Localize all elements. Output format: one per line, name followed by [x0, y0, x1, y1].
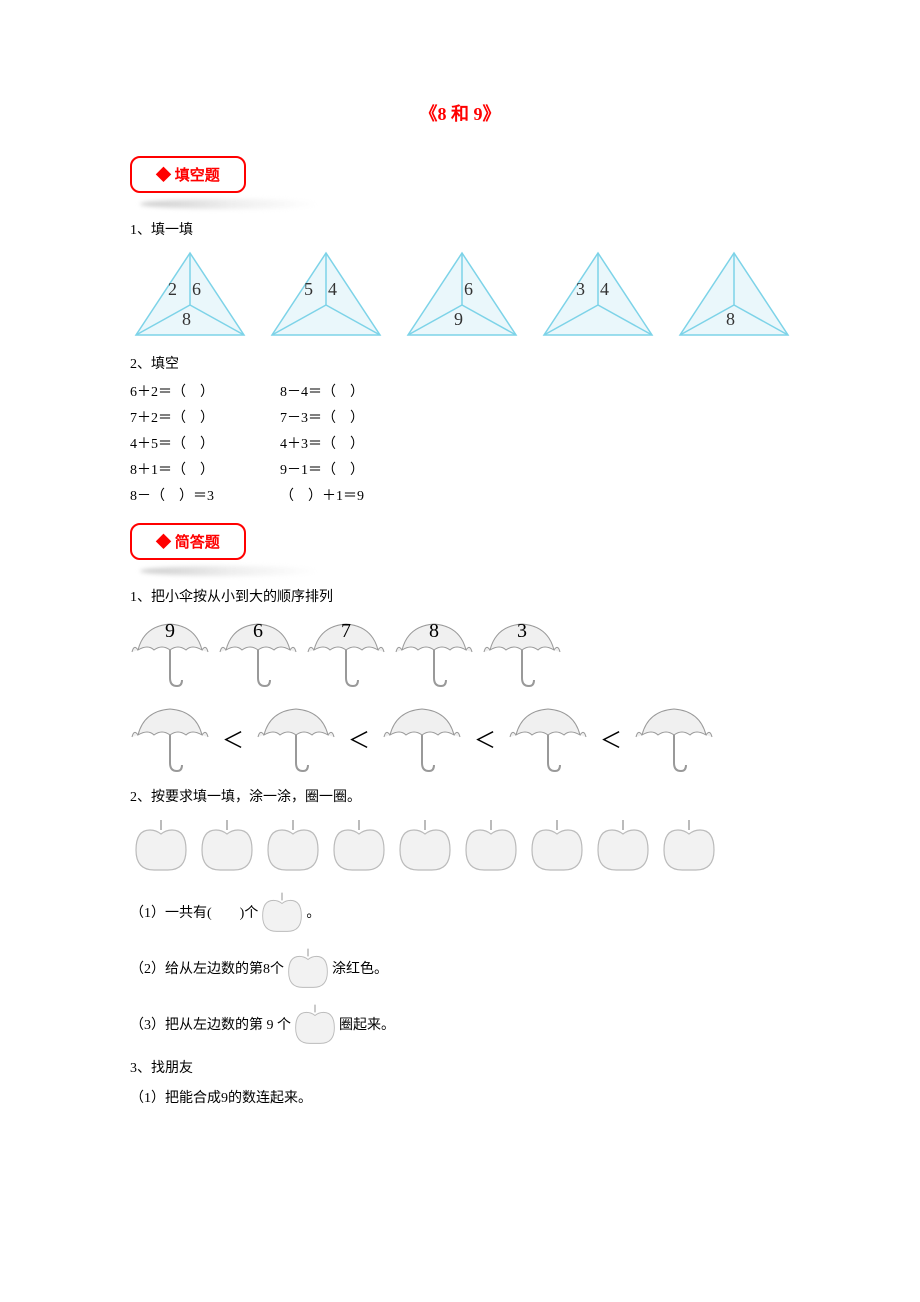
apple-item: [592, 816, 654, 879]
eq-right: 9－1＝（ ）: [280, 459, 430, 479]
section-short-header: ◆ 简答题: [130, 523, 246, 560]
tri-right: 4: [600, 279, 609, 300]
q2-label: 2、填空: [130, 353, 790, 373]
apple-item: [394, 816, 456, 879]
tri-left: 2: [168, 279, 177, 300]
section-fill-wrap: ◆ 填空题: [130, 156, 790, 203]
less-than-symbol: ＜: [218, 723, 248, 755]
s2-sub2-text-a: （2）给从左边数的第8个: [130, 958, 284, 978]
eq-row: 7＋2＝（ ）7－3＝（ ）: [130, 407, 790, 427]
umbrella-item: 3: [482, 616, 562, 691]
umbrella-blank: [634, 701, 714, 776]
eq-row: 6＋2＝（ ）8－4＝（ ）: [130, 381, 790, 401]
s2-sub2: （2）给从左边数的第8个 涂红色。: [130, 945, 790, 991]
umbrella-blank: [130, 701, 210, 776]
s2-sub3-text-b: 圈起来。: [339, 1014, 395, 1034]
apple-item: [196, 816, 258, 879]
s2-sub1-text-b: 。: [306, 902, 320, 922]
umbrella-blank: [256, 701, 336, 776]
triangle-item: 69: [402, 249, 518, 339]
eq-left: 6＋2＝（ ）: [130, 381, 280, 401]
s2-sub1-text-a: （1）一共有( )个: [130, 902, 258, 922]
section-short-wrap: ◆ 简答题: [130, 523, 790, 570]
umbrella-item: 9: [130, 616, 210, 691]
apple-item: [526, 816, 588, 879]
less-than-symbol: ＜: [470, 723, 500, 755]
s2-sub3-text-a: （3）把从左边数的第 9 个: [130, 1014, 291, 1034]
umbrella-number: 8: [394, 620, 474, 643]
umbrella-number: 7: [306, 620, 386, 643]
q1-triangles: 268 54 69 34 8: [130, 249, 790, 339]
s2-apple-row: [130, 816, 790, 879]
eq-right: （ ）＋1＝9: [280, 485, 430, 505]
umbrella-blank: [508, 701, 588, 776]
eq-right: 7－3＝（ ）: [280, 407, 430, 427]
umbrella-number: 6: [218, 620, 298, 643]
apple-icon: [284, 945, 332, 991]
tri-left: 5: [304, 279, 313, 300]
tri-bottom: 8: [182, 309, 191, 330]
q2-equations: 6＋2＝（ ）8－4＝（ ）7＋2＝（ ）7－3＝（ ）4＋5＝（ ）4＋3＝（…: [130, 381, 790, 505]
triangle-item: 54: [266, 249, 382, 339]
umbrella-item: 7: [306, 616, 386, 691]
umbrella-item: 6: [218, 616, 298, 691]
s1-top-row: 9 6 7 8 3: [130, 616, 790, 691]
tri-right: 6: [192, 279, 201, 300]
eq-left: 8＋1＝（ ）: [130, 459, 280, 479]
eq-right: 4＋3＝（ ）: [280, 433, 430, 453]
eq-left: 4＋5＝（ ）: [130, 433, 280, 453]
page-title: 《8 和 9》: [130, 100, 790, 126]
umbrella-blank: [382, 701, 462, 776]
s1-label: 1、把小伞按从小到大的顺序排列: [130, 586, 790, 606]
tri-left: 3: [576, 279, 585, 300]
tri-right: 6: [464, 279, 473, 300]
eq-right: 8－4＝（ ）: [280, 381, 430, 401]
umbrella-number: 9: [130, 620, 210, 643]
apple-item: [658, 816, 720, 879]
less-than-symbol: ＜: [596, 723, 626, 755]
tri-right: 4: [328, 279, 337, 300]
eq-row: 8＋1＝（ ）9－1＝（ ）: [130, 459, 790, 479]
apple-icon: [291, 1001, 339, 1047]
eq-row: 8－（ ）＝3（ ）＋1＝9: [130, 485, 790, 505]
less-than-symbol: ＜: [344, 723, 374, 755]
triangle-item: 268: [130, 249, 246, 339]
apple-item: [460, 816, 522, 879]
triangle-item: 34: [538, 249, 654, 339]
eq-row: 4＋5＝（ ）4＋3＝（ ）: [130, 433, 790, 453]
apple-item: [262, 816, 324, 879]
apple-item: [328, 816, 390, 879]
section-fill-header: ◆ 填空题: [130, 156, 246, 193]
apple-item: [130, 816, 192, 879]
umbrella-number: 3: [482, 620, 562, 643]
eq-left: 7＋2＝（ ）: [130, 407, 280, 427]
apple-icon: [258, 889, 306, 935]
eq-left: 8－（ ）＝3: [130, 485, 280, 505]
s2-label: 2、按要求填一填，涂一涂，圈一圈。: [130, 786, 790, 806]
s2-sub2-text-b: 涂红色。: [332, 958, 388, 978]
s3-sub1: （1）把能合成9的数连起来。: [130, 1087, 790, 1107]
s3-label: 3、找朋友: [130, 1057, 790, 1077]
s2-sub1: （1）一共有( )个 。: [130, 889, 790, 935]
s2-sub3: （3）把从左边数的第 9 个 圈起来。: [130, 1001, 790, 1047]
umbrella-item: 8: [394, 616, 474, 691]
tri-bottom: 8: [726, 309, 735, 330]
s1-bottom-row: ＜ ＜ ＜ ＜: [130, 701, 790, 776]
tri-bottom: 9: [454, 309, 463, 330]
q1-label: 1、填一填: [130, 219, 790, 239]
triangle-item: 8: [674, 249, 790, 339]
